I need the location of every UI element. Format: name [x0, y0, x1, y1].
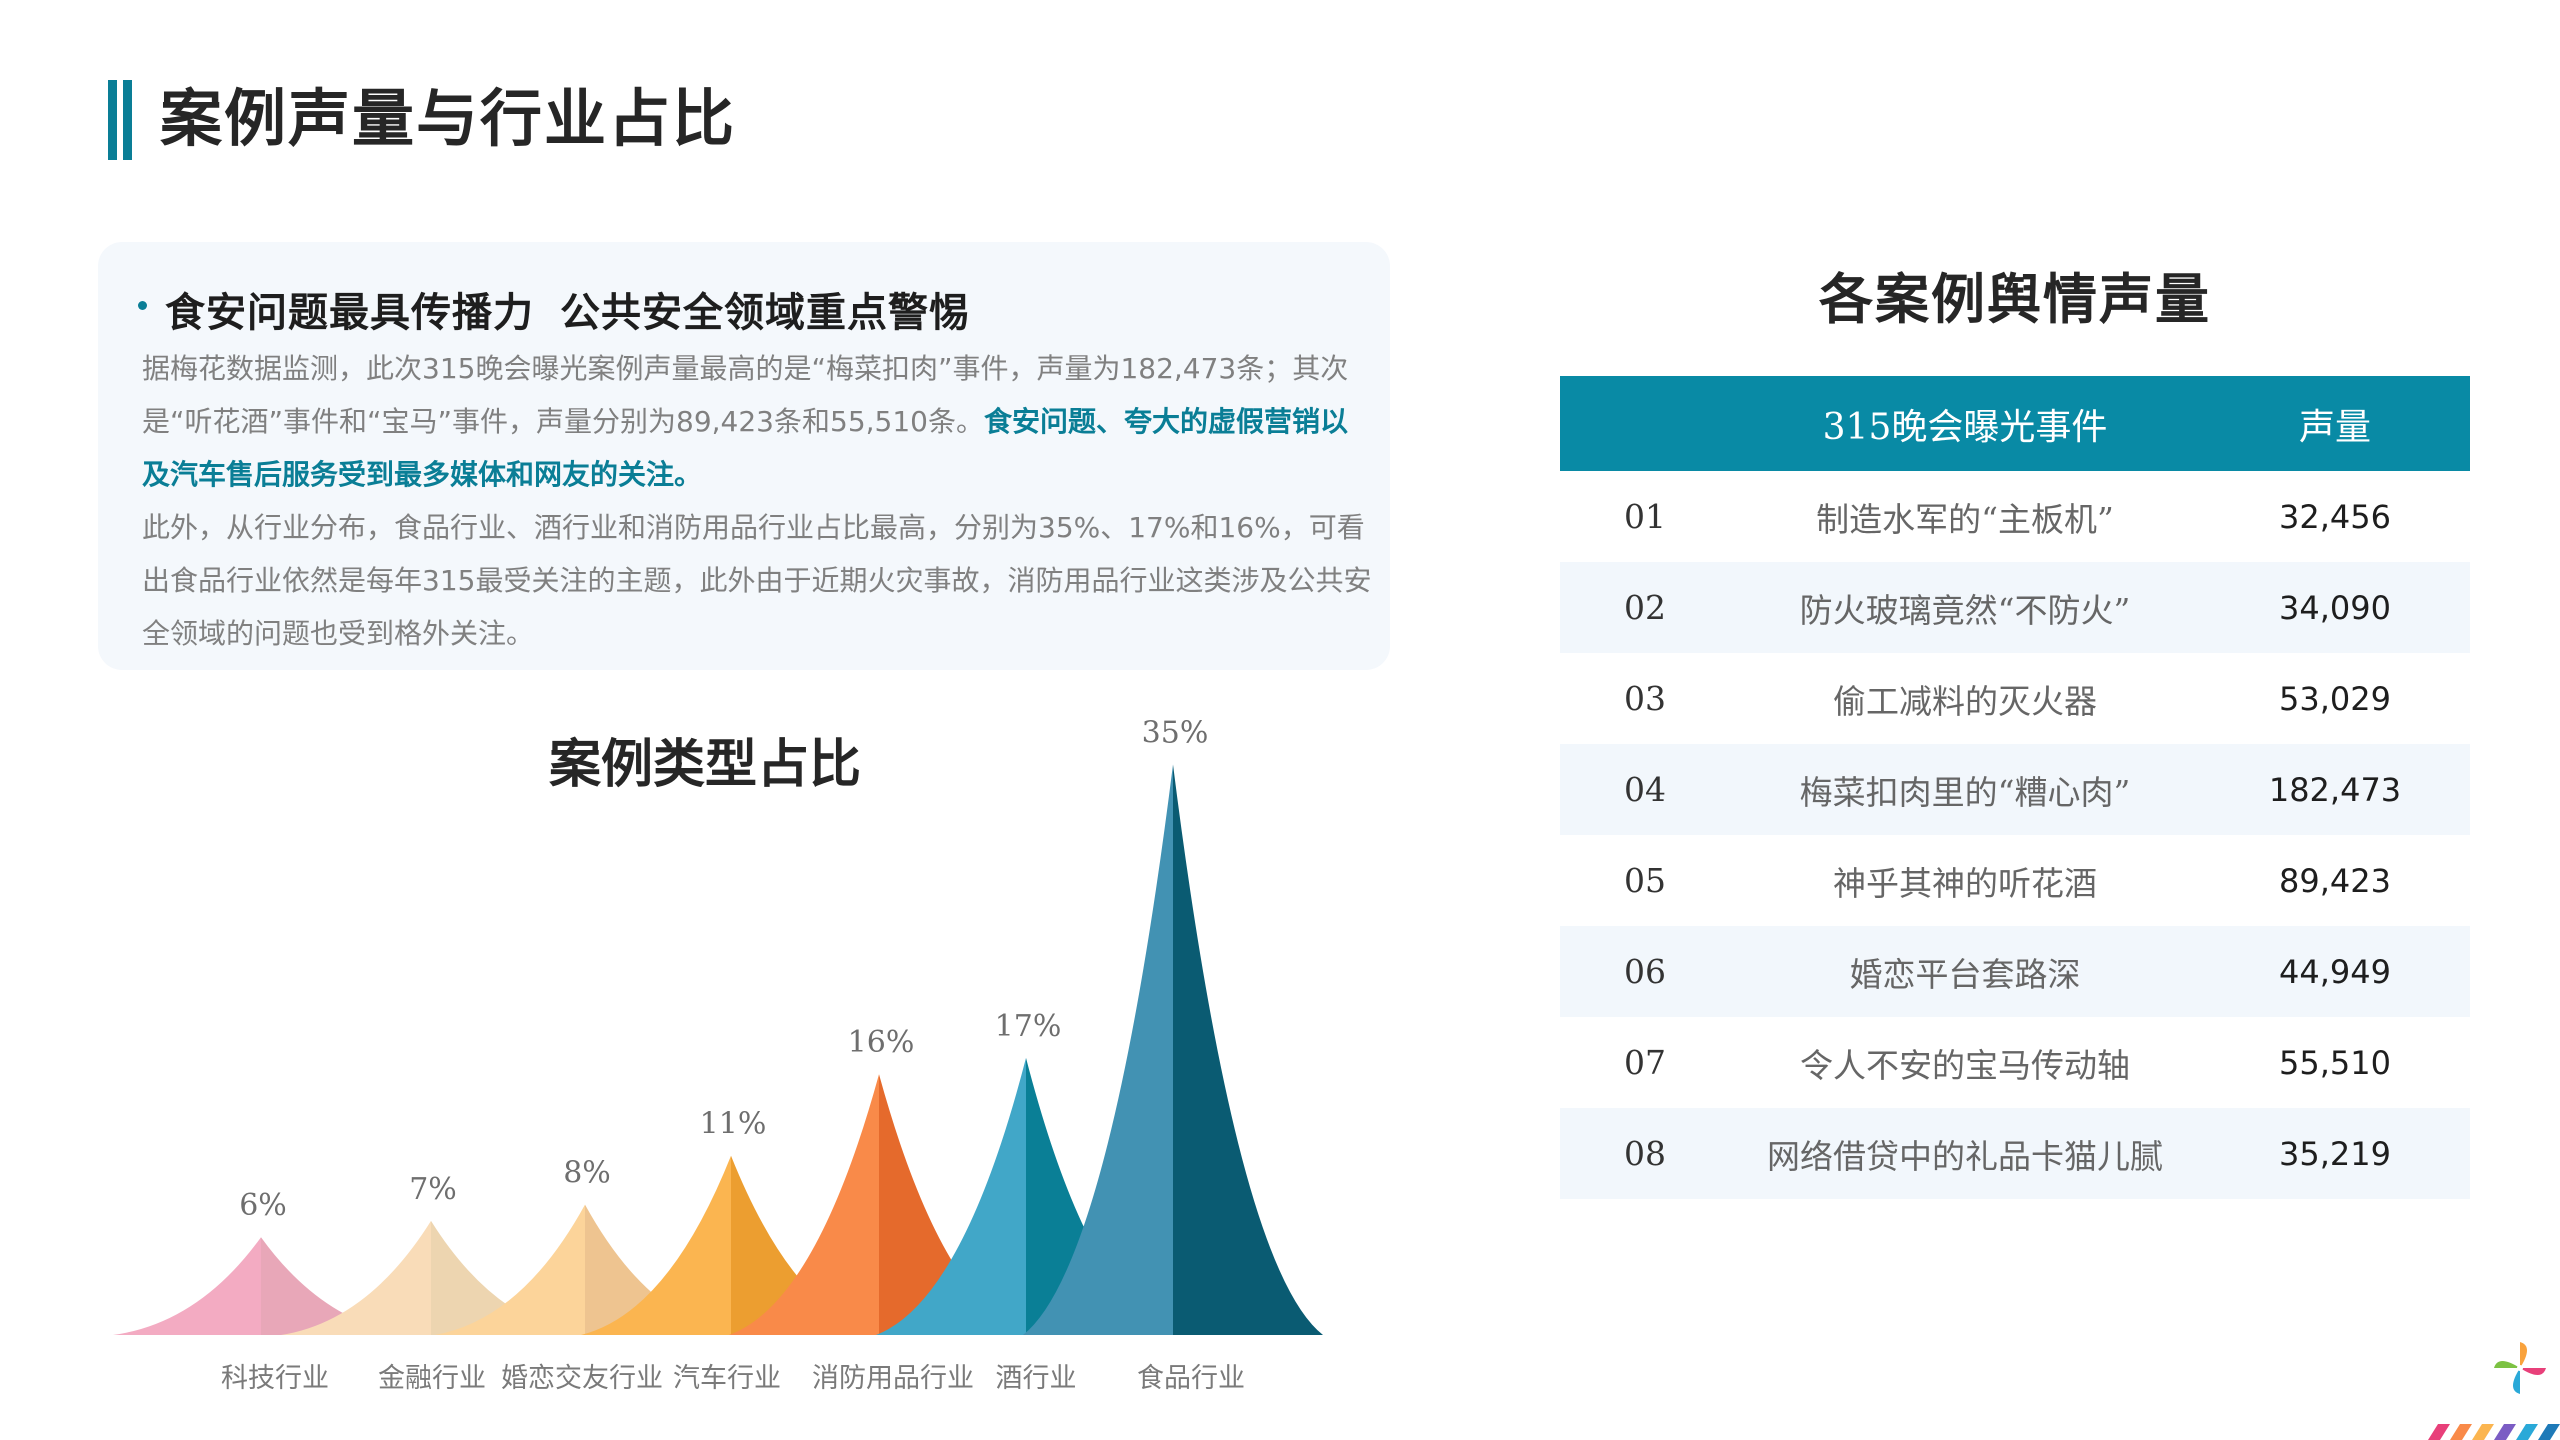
peak-right-face [1173, 764, 1323, 1335]
peak-right-face [1026, 1057, 1176, 1335]
category-label: 汽车行业 [673, 1363, 781, 1394]
table-header-index [1560, 376, 1730, 471]
table-title: 各案例舆情声量 [1819, 268, 2211, 331]
category-label: 科技行业 [221, 1363, 329, 1394]
chart-peak-5 [729, 1074, 1029, 1335]
value-label: 7% [409, 1172, 457, 1207]
peak-right-face [585, 1204, 735, 1335]
chart-peak-3 [435, 1204, 735, 1335]
category-label: 酒行业 [996, 1363, 1077, 1394]
row-index: 06 [1560, 926, 1730, 1017]
table-header-event: 315晚会曝光事件 [1730, 376, 2200, 471]
row-volume: 32,456 [2279, 497, 2391, 536]
row-volume: 55,510 [2279, 1043, 2391, 1082]
peak-right-face [879, 1074, 1029, 1335]
row-volume: 34,090 [2200, 562, 2470, 653]
row-event: 偷工减料的灭火器 [1833, 681, 2097, 721]
table-row: 03 偷工减料的灭火器 53,029 [1560, 653, 2470, 744]
row-volume: 182,473 [2200, 744, 2470, 835]
row-volume: 35,219 [2200, 1108, 2470, 1199]
row-index: 05 [1624, 861, 1666, 900]
row-volume: 89,423 [2279, 861, 2391, 900]
category-label: 食品行业 [1137, 1363, 1245, 1394]
peak-left-face [113, 1237, 261, 1335]
value-label: 16% [848, 1025, 915, 1060]
row-index: 04 [1560, 744, 1730, 835]
bullet-dot-icon [138, 300, 147, 310]
table-row: 08 网络借贷中的礼品卡猫儿腻 35,219 [1560, 1108, 2470, 1199]
peak-left-face [876, 1057, 1026, 1335]
value-label: 8% [563, 1156, 611, 1191]
summary-para2: 此外，从行业分布，食品行业、酒行业和消防用品行业占比最高，分别为35%、17%和… [142, 511, 1372, 650]
table-row: 04 梅菜扣肉里的“糟心肉” 182,473 [1560, 744, 2470, 835]
row-event: 神乎其神的听花酒 [1833, 863, 2097, 903]
decorative-stripes [2428, 1424, 2560, 1440]
row-index: 07 [1624, 1043, 1666, 1082]
summary-body: 据梅花数据监测，此次315晚会曝光案例声量最高的是“梅菜扣肉”事件，声量为182… [142, 342, 1372, 660]
row-event: 梅菜扣肉里的“糟心肉” [1730, 744, 2200, 835]
row-index: 02 [1560, 562, 1730, 653]
row-index: 01 [1624, 497, 1666, 536]
chart-peak-1 [113, 1237, 409, 1335]
industry-share-chart: 6% 科技行业 7% 金融行业 8% 婚恋交友行业 11% 汽车行业 16% 消防用品行业 17% 酒… [113, 716, 1323, 1394]
summary-heading-part2: 公共安全领域重点警惕 [560, 290, 970, 336]
summary-heading: 食安问题最具传播力 公共安全领域重点警惕 [138, 280, 970, 338]
page-title: 案例声量与行业占比 [160, 82, 737, 155]
table-row: 05 神乎其神的听花酒 89,423 [1560, 835, 2470, 926]
summary-card: 食安问题最具传播力 公共安全领域重点警惕 据梅花数据监测，此次315晚会曝光案例声… [98, 242, 1390, 670]
summary-heading-part1: 食安问题最具传播力 [165, 290, 534, 336]
chart-peak-4 [581, 1155, 881, 1335]
category-label: 金融行业 [378, 1363, 486, 1394]
peak-left-face [281, 1220, 431, 1335]
title-accent-bar [108, 80, 133, 160]
value-label: 11% [700, 1107, 767, 1142]
table-header-row: 315晚会曝光事件 声量 [1560, 376, 2470, 471]
table-header-volume: 声量 [2200, 376, 2470, 471]
chart-peak-6 [876, 1057, 1176, 1335]
table-row: 06 婚恋平台套路深 44,949 [1560, 926, 2470, 1017]
peak-left-face [435, 1204, 585, 1335]
table-row: 07 令人不安的宝马传动轴 55,510 [1560, 1017, 2470, 1108]
row-event: 防火玻璃竟然“不防火” [1730, 562, 2200, 653]
value-label: 6% [239, 1188, 287, 1223]
row-event: 网络借贷中的礼品卡猫儿腻 [1730, 1108, 2200, 1199]
category-label: 婚恋交友行业 [501, 1363, 663, 1394]
category-label: 消防用品行业 [812, 1363, 974, 1394]
row-index: 03 [1624, 679, 1666, 718]
row-volume: 53,029 [2279, 679, 2391, 718]
peak-left-face [729, 1074, 879, 1335]
row-index: 08 [1560, 1108, 1730, 1199]
value-label: 17% [995, 1009, 1062, 1044]
row-volume: 44,949 [2200, 926, 2470, 1017]
peak-right-face [261, 1237, 409, 1335]
peak-left-face [1023, 764, 1173, 1335]
row-event: 制造水军的“主板机” [1816, 499, 2114, 539]
summary-para1-highlight: 食安问题、夸大的虚假营销以及汽车售后服务受到最多媒体和网友的关注。 [142, 405, 1348, 491]
value-label: 35% [1142, 716, 1209, 751]
row-event: 令人不安的宝马传动轴 [1800, 1045, 2130, 1085]
table-row: 02 防火玻璃竟然“不防火” 34,090 [1560, 562, 2470, 653]
summary-para1: 据梅花数据监测，此次315晚会曝光案例声量最高的是“梅菜扣肉”事件，声量为182… [142, 352, 1349, 438]
peak-right-face [731, 1155, 881, 1335]
case-volume-table: 315晚会曝光事件 声量 01 制造水军的“主板机” 32,456 02 防火玻璃竟然… [1560, 376, 2470, 1199]
pinwheel-logo-icon [2494, 1342, 2546, 1394]
table-row: 01 制造水军的“主板机” 32,456 [1560, 471, 2470, 562]
peak-right-face [431, 1220, 581, 1335]
chart-peak-2 [281, 1220, 581, 1335]
row-event: 婚恋平台套路深 [1730, 926, 2200, 1017]
chart-peak-7 [1023, 764, 1323, 1335]
peak-left-face [581, 1155, 731, 1335]
chart-title: 案例类型占比 [548, 735, 861, 795]
